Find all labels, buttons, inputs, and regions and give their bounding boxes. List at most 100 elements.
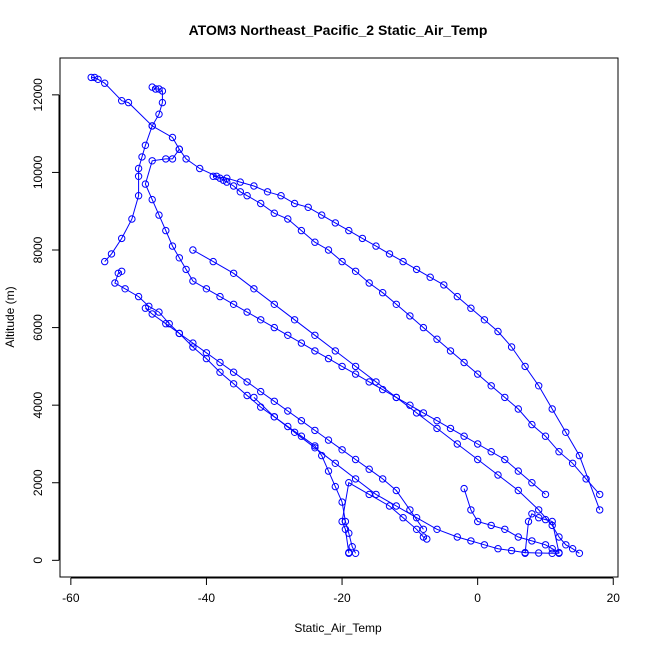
data-point xyxy=(541,515,550,524)
data-point xyxy=(433,424,441,433)
data-point xyxy=(118,234,126,243)
data-point xyxy=(487,382,495,390)
data-point xyxy=(541,490,550,499)
data-point xyxy=(331,219,339,227)
data-point xyxy=(541,432,550,440)
data-point xyxy=(297,432,306,440)
data-point xyxy=(270,209,278,217)
data-point xyxy=(480,541,489,549)
data-point xyxy=(341,525,350,533)
x-tick-label: -40 xyxy=(198,591,216,605)
data-point xyxy=(453,533,461,541)
data-point xyxy=(155,211,163,219)
data-point xyxy=(229,300,238,308)
data-point xyxy=(257,316,265,324)
series-line xyxy=(341,481,428,554)
data-point xyxy=(148,157,156,165)
series-3 xyxy=(141,145,550,499)
data-point xyxy=(141,141,150,150)
data-point xyxy=(507,546,516,555)
data-point xyxy=(548,517,556,526)
data-point xyxy=(467,506,475,514)
data-point xyxy=(250,393,258,402)
data-point xyxy=(111,279,119,287)
data-point xyxy=(406,312,414,320)
data-point xyxy=(331,482,339,491)
data-point xyxy=(284,215,292,223)
data-point xyxy=(297,417,306,425)
data-point xyxy=(562,541,570,549)
data-point xyxy=(351,475,360,483)
data-point xyxy=(348,543,356,551)
data-point xyxy=(528,510,536,518)
y-tick-label: 2000 xyxy=(31,469,45,496)
data-point xyxy=(229,269,238,277)
series-6 xyxy=(189,246,584,557)
x-tick-label: -60 xyxy=(62,591,80,605)
data-point xyxy=(392,393,400,402)
series-line xyxy=(253,397,559,554)
data-point xyxy=(209,172,217,181)
data-point xyxy=(324,246,333,254)
data-point xyxy=(433,417,441,425)
data-point xyxy=(257,199,265,208)
data-point xyxy=(324,436,333,444)
data-point xyxy=(216,368,224,376)
data-point xyxy=(243,391,251,400)
chart-title: ATOM3 Northeast_Pacific_2 Static_Air_Tem… xyxy=(189,22,488,38)
data-point xyxy=(379,289,387,297)
data-point xyxy=(175,145,184,153)
data-point xyxy=(351,267,360,275)
data-point xyxy=(528,420,536,429)
data-point xyxy=(250,285,258,293)
data-point xyxy=(284,422,292,431)
data-point xyxy=(555,548,563,557)
y-axis-label: Altitude (m) xyxy=(3,286,17,347)
data-point xyxy=(175,329,184,338)
data-point xyxy=(467,304,475,312)
data-point xyxy=(94,75,102,84)
data-point xyxy=(514,533,522,541)
data-point xyxy=(155,308,163,316)
y-tick-label: 8000 xyxy=(31,236,45,263)
data-point xyxy=(270,323,278,332)
data-point xyxy=(311,347,319,355)
data-point xyxy=(358,234,367,243)
data-point xyxy=(148,122,156,130)
data-point xyxy=(134,192,143,200)
data-point xyxy=(535,549,543,557)
data-point xyxy=(453,292,461,301)
series-line xyxy=(213,175,601,511)
data-point xyxy=(582,475,590,483)
data-point xyxy=(460,484,468,493)
data-point xyxy=(446,347,455,355)
data-point xyxy=(134,292,143,301)
data-point xyxy=(535,514,543,522)
data-point xyxy=(243,308,251,316)
data-point xyxy=(467,537,475,545)
data-point xyxy=(433,335,441,343)
data-point xyxy=(101,257,109,266)
data-point xyxy=(453,440,461,448)
data-point xyxy=(345,479,353,487)
data-point xyxy=(351,362,360,371)
data-point xyxy=(311,426,319,435)
data-point xyxy=(158,98,167,107)
data-point xyxy=(284,331,292,339)
data-point xyxy=(138,153,146,161)
data-point xyxy=(596,490,604,499)
data-point xyxy=(528,479,536,487)
data-point xyxy=(494,327,502,336)
data-point xyxy=(168,242,177,250)
data-point xyxy=(189,343,197,351)
data-point xyxy=(107,250,116,258)
data-point xyxy=(87,73,95,82)
data-point xyxy=(124,98,133,107)
data-point xyxy=(446,424,455,433)
data-point xyxy=(151,85,160,93)
data-point xyxy=(202,349,211,357)
series-line xyxy=(114,270,424,530)
y-tick-label: 6000 xyxy=(31,314,45,341)
series-line xyxy=(91,76,601,495)
data-point xyxy=(216,292,224,301)
